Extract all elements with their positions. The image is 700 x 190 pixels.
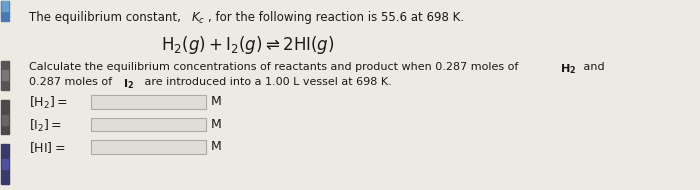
Text: $[\mathrm{HI}]=$: $[\mathrm{HI}]=$	[29, 140, 66, 155]
FancyBboxPatch shape	[91, 140, 206, 154]
Text: M: M	[211, 140, 221, 153]
Text: The equilibrium constant,: The equilibrium constant,	[29, 11, 185, 24]
Text: $K_c$: $K_c$	[190, 11, 205, 26]
Text: Calculate the equilibrium concentrations of reactants and product when 0.287 mol: Calculate the equilibrium concentrations…	[29, 63, 522, 72]
Text: are introduced into a 1.00 L vessel at 698 K.: are introduced into a 1.00 L vessel at 6…	[141, 77, 391, 87]
Text: 0.287 moles of: 0.287 moles of	[29, 77, 116, 87]
Bar	[1, 60, 9, 90]
Text: $[\mathrm{I_2}]=$: $[\mathrm{I_2}]=$	[29, 118, 62, 134]
FancyBboxPatch shape	[91, 118, 206, 131]
Bar	[1, 100, 9, 134]
Bar	[2, 70, 8, 80]
Text: $\mathrm{H_2}(g) + \mathrm{I_2}(g) \rightleftharpoons 2\mathrm{HI}(g)$: $\mathrm{H_2}(g) + \mathrm{I_2}(g) \righ…	[161, 34, 335, 56]
FancyBboxPatch shape	[91, 95, 206, 109]
Text: $\mathbf{H_2}$: $\mathbf{H_2}$	[560, 63, 577, 76]
Text: M: M	[211, 95, 221, 108]
Text: , for the following reaction is 55.6 at 698 K.: , for the following reaction is 55.6 at …	[208, 11, 463, 24]
Bar	[1, 1, 9, 21]
Text: $\mathbf{I_2}$: $\mathbf{I_2}$	[123, 77, 134, 91]
Bar	[1, 144, 9, 184]
Bar	[2, 115, 8, 125]
Bar	[2, 1, 8, 11]
Text: and: and	[580, 63, 605, 72]
Text: M: M	[211, 118, 221, 131]
Text: $[\mathrm{H_2}]=$: $[\mathrm{H_2}]=$	[29, 95, 68, 111]
Bar	[2, 159, 8, 169]
